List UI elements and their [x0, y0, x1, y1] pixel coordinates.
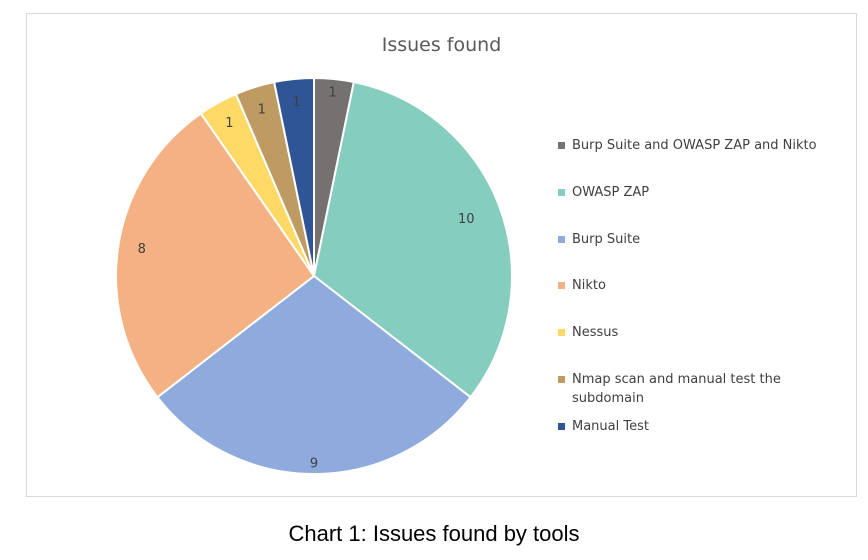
legend-swatch	[558, 236, 565, 243]
data-label: 1	[225, 116, 233, 131]
legend-label: Burp Suite	[572, 232, 641, 247]
legend-label: Burp Suite and OWASP ZAP and Nikto	[572, 138, 817, 153]
data-label: 10	[458, 212, 475, 227]
pie-slice-nikto	[115, 112, 316, 399]
data-label: 8	[138, 242, 146, 257]
pie-chart: 1 10 9 8 1 1 1	[115, 76, 513, 475]
data-label: 9	[310, 457, 318, 472]
chart-area: Issues found 1 10 9 8 1 1 1 Burp Suite and OWA…	[26, 13, 857, 497]
legend-swatch	[558, 376, 565, 383]
pie-slice-owasp-zap	[312, 80, 513, 399]
legend-item: Burp Suite and OWASP ZAP and Nikto	[558, 136, 848, 155]
legend-swatch	[558, 329, 565, 336]
data-label: 1	[292, 95, 300, 110]
figure-caption: Chart 1: Issues found by tools	[288, 521, 580, 546]
legend-item: Nessus	[558, 323, 848, 342]
legend-label: Nikto	[572, 278, 606, 293]
legend-item: Manual Test	[558, 417, 848, 436]
legend-item: Nikto	[558, 276, 848, 295]
legend-swatch	[558, 189, 565, 196]
pie-slice-manual-test	[272, 76, 315, 277]
legend-swatch	[558, 423, 565, 430]
legend-label: Manual Test	[572, 419, 649, 434]
legend-swatch	[558, 282, 565, 289]
legend-label: OWASP ZAP	[572, 185, 650, 200]
legend-label: Nmap scan and manual test the subdomain	[572, 372, 781, 406]
legend-swatch	[558, 142, 565, 149]
legend-label: Nessus	[572, 325, 619, 340]
legend-item: Nmap scan and manual test the subdomain	[558, 370, 848, 408]
chart-title: Issues found	[381, 34, 502, 56]
pie-slice-burp-suite	[156, 274, 472, 475]
data-label: 1	[258, 102, 266, 117]
data-label: 1	[328, 85, 336, 100]
legend-item: OWASP ZAP	[558, 183, 848, 202]
legend-item: Burp Suite	[558, 230, 848, 249]
